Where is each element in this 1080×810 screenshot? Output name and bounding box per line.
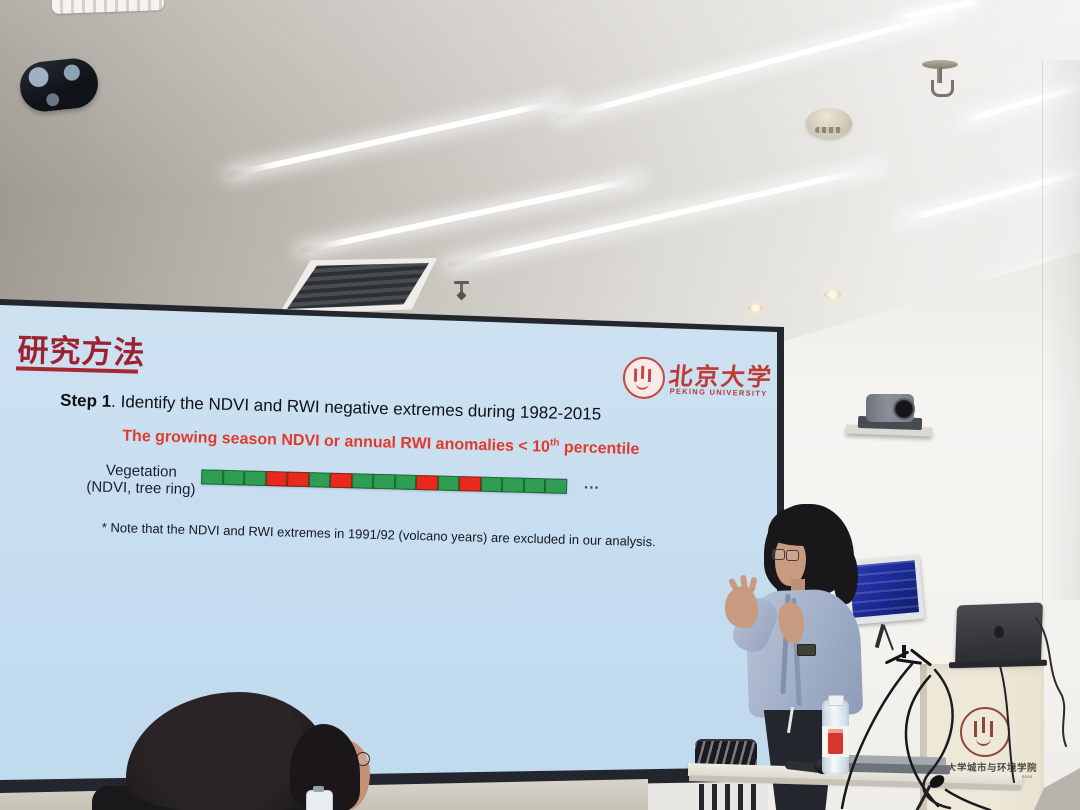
wristwatch [797, 644, 816, 656]
sequence-cell-extreme [286, 471, 309, 488]
sequence-cell-normal [480, 476, 503, 493]
sequence-cell-extreme [329, 472, 352, 489]
podium-college-name-cn: 北京大学城市与环境学院 [926, 763, 1037, 774]
sequence-cell-normal [308, 472, 331, 488]
sequence-cell-normal [437, 475, 460, 492]
presenter-glasses [786, 550, 799, 561]
sequence-cell-normal [351, 473, 374, 489]
slide-criterion-line: The growing season NDVI or annual RWI an… [122, 426, 640, 459]
ceiling-sheen [0, 0, 1080, 360]
sequence-cell-normal [523, 477, 546, 494]
sequence-row-label: Vegetation (NDVI, tree ring) [80, 461, 203, 498]
sequence-cell-normal [244, 470, 266, 487]
sprinkler-cage [931, 80, 954, 97]
water-bottle-small [306, 786, 333, 810]
fire-sprinkler [922, 60, 958, 100]
sequence-cell-extreme [415, 474, 438, 491]
presenter-left-hand [725, 586, 758, 628]
presenter-hair-side [834, 548, 858, 604]
pku-seal-icon [622, 356, 666, 400]
sequence-ellipsis: ... [583, 475, 600, 493]
smoke-detector [806, 108, 852, 138]
sprinkler-plate [922, 60, 958, 69]
slide-step-line: Step 1. Identify the NDVI and RWI negati… [60, 391, 602, 425]
camera-lens-icon [893, 398, 915, 420]
sprinkler-bar [454, 281, 469, 284]
slide-footnote: * Note that the NDVI and RWI extremes in… [101, 519, 656, 550]
row-label-line2: (NDVI, tree ring) [86, 478, 196, 499]
sequence-cell-normal [201, 469, 223, 485]
monitor-screen [848, 560, 920, 618]
water-bottle-cap [828, 695, 844, 706]
wall-corner-shadow [1042, 60, 1080, 600]
sequence-cell-extreme [265, 471, 288, 487]
sequence-cell-normal [222, 469, 245, 486]
presenter-bangs [768, 506, 838, 546]
ceiling [0, 0, 1080, 360]
sprinkler-tip [456, 290, 467, 301]
presenter-glasses [772, 549, 785, 560]
criterion-pre: The growing season NDVI or annual RWI an… [122, 427, 551, 456]
sequence-cell-normal [372, 473, 395, 490]
apple-logo-icon [994, 626, 1004, 638]
podium-seal-icon [960, 707, 1010, 757]
sprinkler-stem [460, 284, 463, 293]
criterion-post: percentile [559, 439, 640, 459]
sequence-cell-normal [394, 474, 417, 490]
recessed-downlight [824, 290, 841, 299]
water-bottle-label [822, 726, 849, 757]
chair-legs [699, 784, 759, 810]
pku-logo: 北京大学 PEKING UNIVERSITY [622, 354, 777, 404]
step-number: Step 1 [59, 390, 112, 411]
sequence-cell-normal [544, 478, 567, 494]
slide-section-title: 研究方法 [17, 332, 146, 371]
step-text: . Identify the NDVI and RWI negative ext… [110, 391, 602, 424]
ndvi-rwi-sequence-row [201, 469, 567, 494]
sprinkler-stem [937, 67, 942, 83]
sequence-cell-normal [501, 477, 524, 493]
fire-sprinkler [452, 281, 472, 301]
mic-tripod-post [902, 645, 906, 658]
sequence-cell-extreme [458, 476, 481, 492]
recessed-downlight [748, 304, 763, 312]
pku-name-en: PEKING UNIVERSITY [669, 386, 768, 399]
